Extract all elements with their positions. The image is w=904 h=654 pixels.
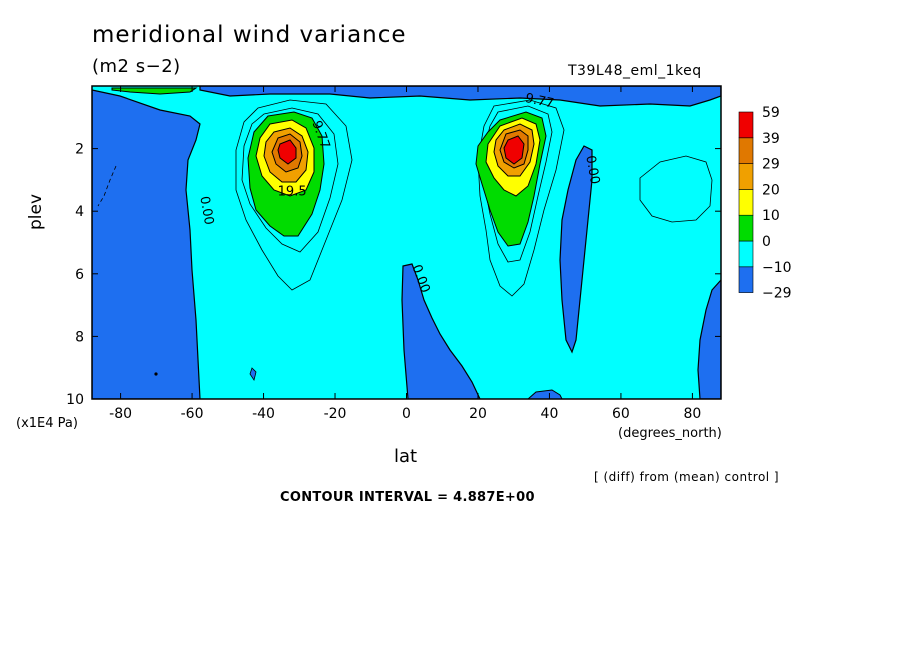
positive-region-top-west	[111, 87, 198, 95]
negative-region-west	[92, 89, 201, 399]
negative-region-center	[401, 263, 481, 399]
x-axis-label: lat	[394, 446, 418, 467]
negative-region-bottom	[527, 389, 563, 399]
dashed-contour-west	[97, 165, 117, 207]
nh-jet-maximum	[475, 99, 565, 297]
colorbar-level-label: 29	[762, 157, 780, 173]
contour-label: 0.00	[582, 154, 602, 185]
colorbar-level-label: 39	[762, 131, 780, 147]
colorbar: −29 −10 0 10 20 29 39 59	[738, 105, 792, 302]
run-label: T39L48_eml_1keq	[568, 63, 702, 79]
y-axis: 2 4 6 8 10	[66, 142, 721, 408]
footer-note: [ (diff) from (mean) control ]	[594, 470, 780, 484]
x-tick-label: -80	[109, 406, 132, 422]
y-tick-label: 2	[75, 142, 84, 158]
x-tick-label: -40	[252, 406, 275, 422]
chart-title: meridional wind variance	[92, 22, 407, 48]
colorbar-swatch	[738, 189, 754, 216]
sh-jet-maximum	[235, 99, 353, 291]
plot-area	[92, 86, 721, 399]
colorbar-swatch	[738, 214, 754, 242]
x-tick-label: 60	[612, 406, 630, 422]
x-tick-label: 40	[541, 406, 559, 422]
contour-label: 19.5	[278, 185, 307, 200]
colorbar-level-label: 59	[762, 105, 780, 121]
small-feature-sh	[249, 367, 257, 381]
contour-interval-label: CONTOUR INTERVAL = 4.887E+00	[280, 490, 535, 505]
chart-units: (m2 s−2)	[92, 56, 181, 77]
contour-label: 9.77	[524, 91, 555, 112]
y-tick-label: 10	[66, 392, 84, 408]
x-tick-label: -20	[324, 406, 347, 422]
x-tick-label: -60	[181, 406, 204, 422]
x-tick-label: 80	[683, 406, 701, 422]
contour-label: 0.00	[196, 195, 216, 226]
colorbar-level-label: 10	[762, 208, 780, 224]
colorbar-level-label: 0	[762, 234, 771, 250]
y-axis-unit-label: (x1E4 Pa)	[16, 416, 78, 431]
negative-region-east-tongue	[559, 145, 593, 354]
x-tick-label: 20	[469, 406, 487, 422]
y-tick-label: 6	[75, 267, 84, 283]
y-tick-label: 4	[75, 204, 84, 220]
negative-region-east-edge	[697, 279, 721, 399]
colorbar-level-label: −29	[762, 286, 792, 302]
colorbar-swatch	[738, 240, 754, 268]
colorbar-level-label: 20	[762, 182, 780, 198]
colorbar-swatch	[738, 163, 754, 190]
x-axis: -80 -60 -40 -20 0 20 40 60 80	[109, 86, 701, 422]
y-tick-label: 8	[75, 329, 84, 345]
x-axis-unit-label: (degrees_north)	[618, 426, 722, 441]
x-tick-label: 0	[402, 406, 411, 422]
contour-loop-east	[639, 155, 713, 223]
colorbar-level-label: −10	[762, 260, 792, 276]
negative-region-top	[199, 86, 721, 107]
colorbar-swatch	[738, 111, 754, 139]
colorbar-swatch	[738, 266, 754, 293]
colorbar-swatch	[738, 137, 754, 164]
small-feature-sh2	[154, 372, 158, 376]
